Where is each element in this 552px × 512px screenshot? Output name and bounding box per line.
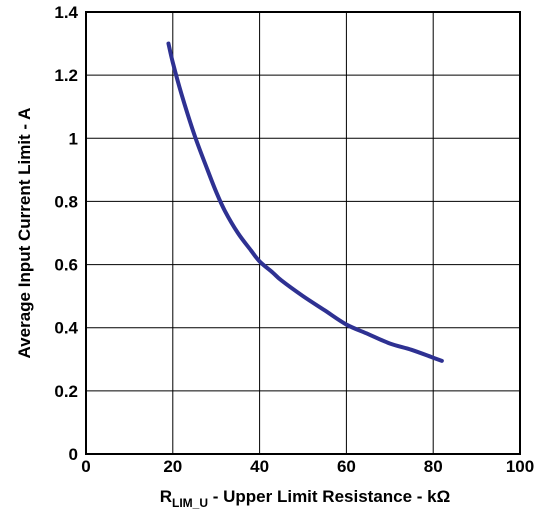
x-tick-label: 60 [337, 457, 356, 476]
x-axis-title-rest: - Upper Limit Resistance - kΩ [208, 487, 450, 506]
x-axis-title-subscript: LIM_U [172, 496, 208, 510]
x-tick-label: 40 [250, 457, 269, 476]
y-axis-title: Average Input Current Limit - A [15, 108, 34, 359]
x-tick-label: 0 [81, 457, 90, 476]
y-tick-label: 0.6 [54, 256, 78, 275]
y-tick-label: 1 [69, 129, 78, 148]
plot-frame [85, 11, 521, 455]
grid-lines [85, 11, 521, 455]
series-line [166, 41, 444, 363]
y-tick-label: 0.2 [54, 382, 78, 401]
x-tick-label: 80 [424, 457, 443, 476]
y-tick-label: 0.4 [54, 319, 78, 338]
x-tick-labels: 0 20 40 60 80 100 [81, 457, 534, 476]
series-layer [166, 41, 444, 363]
x-tick-label: 20 [163, 457, 182, 476]
y-tick-label: 1.4 [54, 3, 78, 22]
y-tick-label: 1.2 [54, 66, 78, 85]
y-tick-labels: 0 0.2 0.4 0.6 0.8 1 1.2 1.4 [54, 3, 78, 464]
x-axis-title: RLIM_U - Upper Limit Resistance - kΩ [160, 487, 451, 510]
x-axis-title-main: R [160, 487, 172, 506]
x-tick-label: 100 [506, 457, 534, 476]
y-tick-label: 0.8 [54, 192, 78, 211]
y-tick-label: 0 [69, 445, 78, 464]
